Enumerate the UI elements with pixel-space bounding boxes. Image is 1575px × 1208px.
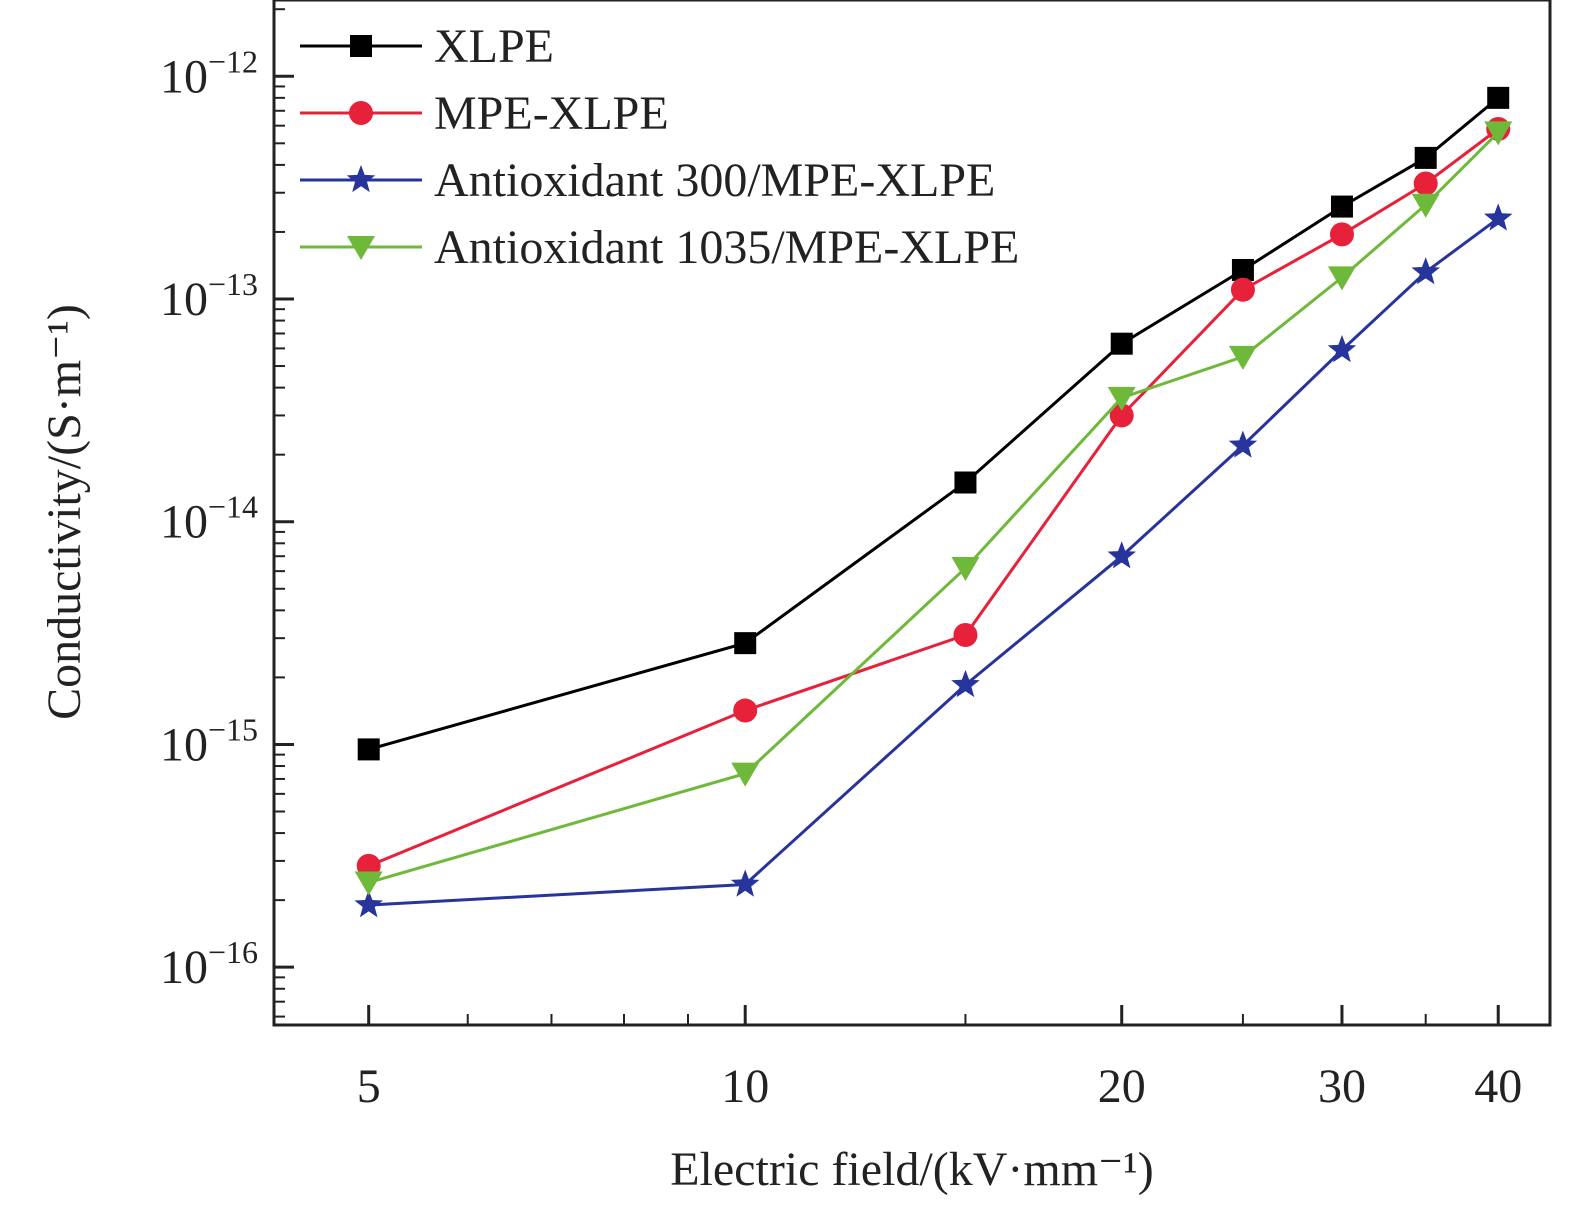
data-point	[953, 623, 978, 648]
data-point	[1327, 266, 1356, 291]
legend-marker	[350, 35, 372, 57]
data-point	[1487, 86, 1510, 109]
x-tick-label: 10	[721, 1060, 769, 1113]
data-point	[951, 669, 980, 698]
series-line	[368, 217, 1500, 907]
series-line	[368, 127, 1500, 868]
legend-label: MPE-XLPE	[434, 87, 669, 140]
legend-item: Antioxidant 300/MPE-XLPE	[300, 154, 995, 207]
series-4	[354, 121, 1513, 896]
y-tick-label: 10−13	[160, 266, 258, 326]
legend-item: XLPE	[300, 20, 554, 73]
data-point	[1228, 345, 1257, 370]
legend-label: Antioxidant 1035/MPE-XLPE	[434, 221, 1019, 274]
legend-label: XLPE	[434, 20, 554, 73]
axis-ticks: 5 10 20 30 40 10−16 10−15 10−14 10−13 10−12	[160, 8, 1522, 1113]
data-point	[1411, 257, 1440, 285]
y-tick-label: 10−15	[160, 711, 258, 771]
data-point	[734, 632, 757, 655]
data-point	[354, 871, 383, 896]
data-point	[1109, 403, 1134, 428]
series-1	[357, 86, 1510, 761]
data-point	[1230, 277, 1255, 302]
legend: XLPE MPE-XLPE Antioxidant 300/MPE-XLPE Anti…	[300, 20, 1019, 274]
y-tick-label: 10−16	[160, 934, 258, 994]
y-tick-label: 10−14	[160, 489, 258, 549]
series-line	[368, 96, 1500, 751]
legend-marker	[347, 236, 375, 260]
data-point	[1330, 195, 1353, 218]
data-point	[1413, 171, 1438, 196]
data-point	[357, 738, 380, 761]
data-point	[954, 471, 977, 494]
plot-frame	[272, 0, 1552, 1027]
data-point	[354, 890, 383, 918]
series-layer	[354, 86, 1513, 918]
data-point	[1414, 146, 1437, 169]
data-point	[1228, 430, 1258, 458]
x-axis-label: Electric field/(kV·mm⁻¹)	[670, 1143, 1154, 1196]
x-tick-label: 20	[1098, 1060, 1146, 1113]
series-2	[356, 116, 1511, 878]
data-point	[1484, 121, 1513, 146]
x-tick-label: 30	[1318, 1060, 1366, 1113]
series-3	[354, 203, 1513, 918]
x-tick-label: 5	[357, 1060, 381, 1113]
data-point	[1231, 258, 1254, 281]
legend-item: MPE-XLPE	[300, 87, 669, 140]
data-point	[1107, 541, 1136, 569]
y-axis-label: Conductivity/(S·m⁻¹)	[38, 304, 91, 720]
data-point	[1327, 335, 1357, 363]
data-point	[1110, 332, 1133, 355]
series-line	[368, 131, 1500, 884]
data-point	[951, 556, 980, 581]
legend-item: Antioxidant 1035/MPE-XLPE	[300, 221, 1019, 274]
data-point	[1329, 222, 1354, 247]
legend-label: Antioxidant 300/MPE-XLPE	[434, 154, 995, 207]
y-tick-label: 10−12	[160, 43, 258, 103]
x-tick-label: 40	[1474, 1060, 1522, 1113]
data-point	[731, 762, 760, 787]
data-point	[1107, 386, 1136, 411]
legend-marker	[346, 165, 376, 193]
data-point	[1411, 193, 1440, 218]
legend-marker	[349, 101, 373, 125]
data-point	[733, 698, 758, 723]
data-point	[730, 869, 760, 897]
data-point	[1484, 203, 1513, 231]
